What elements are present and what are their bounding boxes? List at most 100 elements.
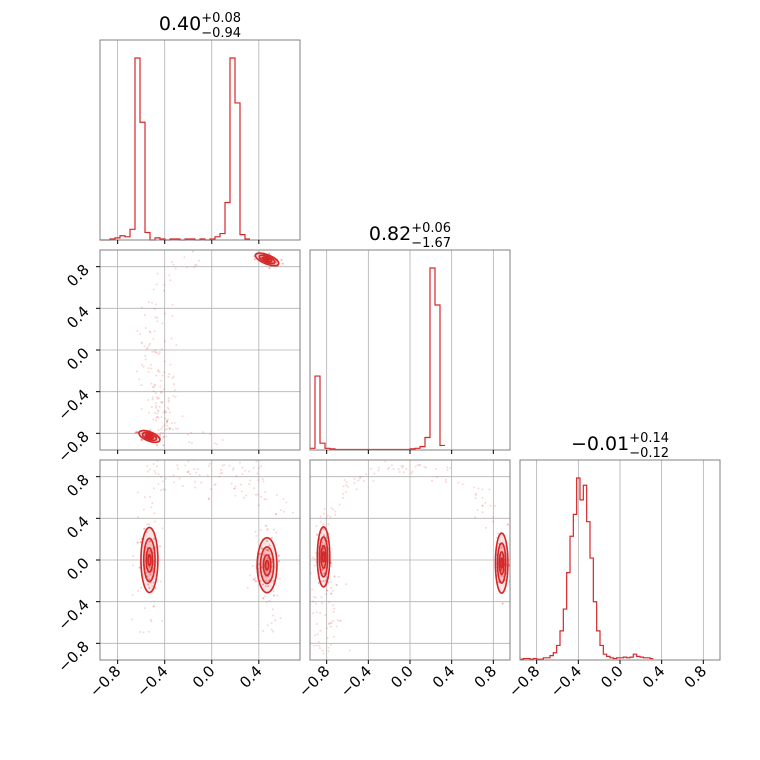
sample-point xyxy=(154,412,157,415)
sample-point xyxy=(330,507,333,509)
sample-point xyxy=(157,473,160,476)
sample-point xyxy=(154,406,157,409)
sample-point xyxy=(373,472,376,475)
y-tick-label-2-1: −0.4 xyxy=(54,596,92,634)
contour-level-1 xyxy=(259,546,275,585)
sample-point xyxy=(343,479,346,482)
hist-panel-0-frame xyxy=(99,39,301,241)
sample-point xyxy=(313,557,316,560)
sample-point xyxy=(193,468,196,471)
scatter-panel-0-2-mode-1 xyxy=(252,513,280,600)
mode-point xyxy=(260,547,263,550)
sample-point xyxy=(150,620,153,623)
sample-point xyxy=(333,575,336,578)
sample-point xyxy=(187,470,190,473)
sample-point xyxy=(166,419,169,422)
sample-point xyxy=(348,649,351,652)
sample-point xyxy=(401,466,404,469)
sample-point xyxy=(136,329,139,332)
sample-point xyxy=(197,259,200,262)
sample-point xyxy=(256,472,259,475)
sample-point xyxy=(282,510,285,513)
mode-point xyxy=(267,557,270,560)
x-tick-label-0-3: 0.4 xyxy=(236,662,266,692)
sample-point xyxy=(377,469,380,472)
sample-point xyxy=(174,267,177,270)
sample-point xyxy=(173,457,175,459)
sample-point xyxy=(195,471,198,474)
sample-point xyxy=(165,421,168,424)
sample-point xyxy=(161,322,164,325)
scatter-panel-1-2-mode-1 xyxy=(494,523,510,605)
sample-point xyxy=(435,467,438,470)
scatter-panel-0-2 xyxy=(100,457,300,660)
sample-point xyxy=(477,487,480,490)
sample-point xyxy=(161,480,164,483)
sample-point xyxy=(423,465,426,468)
sample-point xyxy=(365,473,368,476)
sample-point xyxy=(152,288,155,291)
sample-point xyxy=(164,428,167,431)
sample-point xyxy=(248,574,251,577)
mode-point xyxy=(152,605,155,608)
hist-panel-1 xyxy=(310,250,510,451)
contour-level-3 xyxy=(146,434,152,439)
sample-point xyxy=(183,256,186,259)
sample-point xyxy=(146,465,149,468)
mode-point xyxy=(259,553,262,556)
sample-point xyxy=(168,427,171,430)
sample-point xyxy=(326,637,329,640)
contour-level-3 xyxy=(147,553,152,567)
sample-point xyxy=(257,467,260,469)
mode-point xyxy=(272,594,275,597)
sample-point xyxy=(265,498,268,501)
sample-point xyxy=(234,485,237,488)
hist-panel-2 xyxy=(520,460,720,660)
sample-point xyxy=(274,619,277,622)
sample-point xyxy=(392,467,395,470)
sample-point xyxy=(255,460,258,463)
sample-point xyxy=(156,320,159,323)
sample-point xyxy=(143,313,146,316)
sample-point xyxy=(157,428,160,431)
mode-point xyxy=(500,568,503,571)
mode-point xyxy=(268,544,271,547)
sample-point xyxy=(481,496,484,499)
sample-point xyxy=(138,630,141,633)
sample-point xyxy=(319,520,322,523)
mode-point xyxy=(268,267,271,270)
sample-point xyxy=(315,611,318,614)
panel-title-0: 0.40+0.08 xyxy=(159,11,241,35)
sample-point xyxy=(259,529,262,532)
sample-point xyxy=(248,470,251,473)
sample-point xyxy=(245,494,248,497)
sample-point xyxy=(341,492,344,495)
sample-point xyxy=(370,467,373,470)
sample-point xyxy=(444,478,447,481)
sample-point xyxy=(163,371,166,374)
sample-point xyxy=(169,427,172,430)
sample-point xyxy=(162,488,165,491)
contour-level-3 xyxy=(499,557,504,569)
sample-point xyxy=(165,428,168,431)
mode-point xyxy=(261,583,264,586)
sample-point xyxy=(272,528,275,531)
contour-level-1 xyxy=(142,537,156,583)
sample-point xyxy=(192,250,195,253)
mode-point xyxy=(140,438,143,441)
sample-point xyxy=(155,283,158,286)
sample-point xyxy=(254,493,257,496)
sample-point xyxy=(156,409,159,412)
sample-point xyxy=(476,508,479,511)
sample-point xyxy=(300,620,302,622)
sample-point xyxy=(481,488,484,491)
sample-point xyxy=(166,418,169,421)
sample-point xyxy=(264,595,267,598)
sample-point xyxy=(150,382,153,385)
sample-point xyxy=(164,488,167,491)
sample-point xyxy=(171,377,174,380)
sample-point xyxy=(431,479,434,482)
y-tick-label-2-3: 0.4 xyxy=(63,512,93,542)
sample-point xyxy=(338,620,341,623)
mode-point xyxy=(143,527,146,530)
